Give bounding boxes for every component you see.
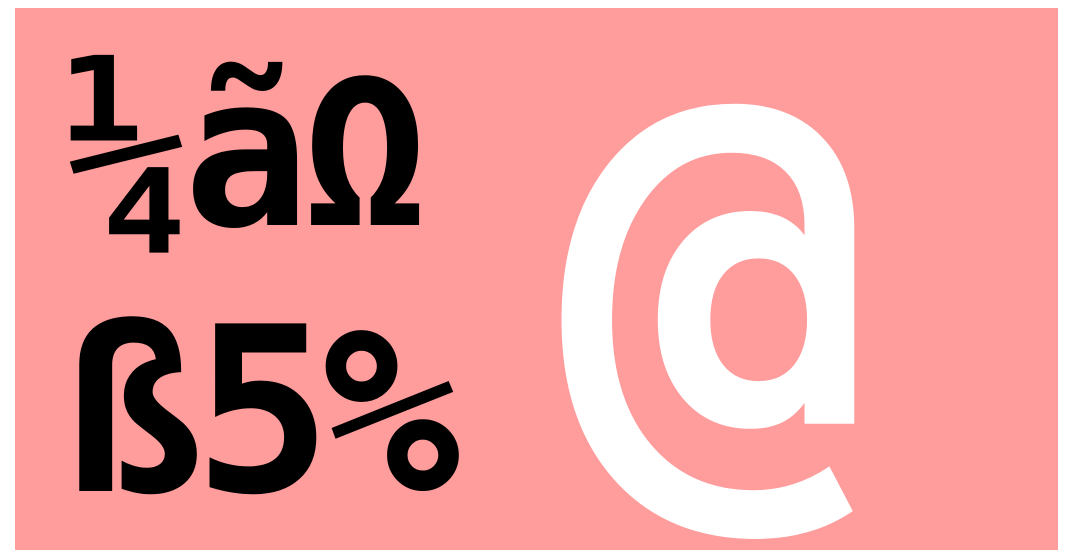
- glyph-line: ß5%: [65, 279, 460, 546]
- glyph-line: ¼ãΩ: [65, 30, 428, 275]
- specimen-panel: ¼ãΩ ß5% @: [15, 8, 1058, 550]
- feature-glyph: @: [560, 0, 874, 559]
